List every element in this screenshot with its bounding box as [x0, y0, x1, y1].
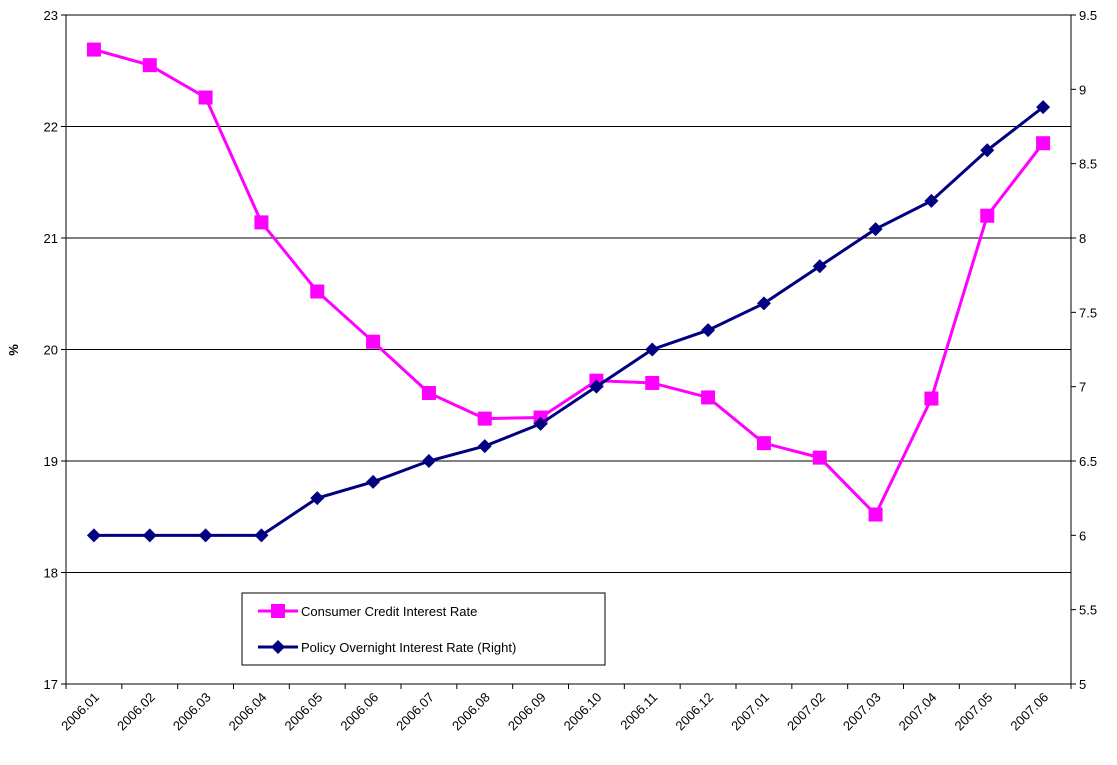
point — [254, 215, 269, 230]
y-tick-label: 19 — [44, 454, 58, 469]
point — [1036, 100, 1051, 115]
y2-tick-label: 7.5 — [1079, 305, 1097, 320]
series-line — [93, 105, 1045, 537]
point — [310, 491, 325, 506]
y-tick-label: 20 — [44, 343, 58, 358]
point — [645, 375, 660, 390]
point — [477, 411, 492, 426]
point — [198, 528, 213, 543]
y2-tick-label: 5 — [1079, 677, 1086, 692]
point — [756, 296, 771, 311]
point — [1036, 136, 1051, 151]
legend-box — [241, 592, 606, 666]
point — [366, 474, 381, 489]
point — [756, 436, 771, 451]
point — [924, 391, 939, 406]
y-tick-label: 18 — [44, 566, 58, 581]
legend-label: Consumer Credit Interest Rate — [301, 604, 477, 619]
y2-tick-label: 7 — [1079, 380, 1086, 395]
point — [86, 42, 101, 57]
point — [310, 284, 325, 299]
point — [254, 528, 269, 543]
point — [701, 323, 716, 338]
y2-tick-label: 9 — [1079, 82, 1086, 97]
point — [533, 416, 548, 431]
y2-tick-label: 9.5 — [1079, 8, 1097, 23]
legend-label: Policy Overnight Interest Rate (Right) — [301, 640, 516, 655]
point — [142, 58, 157, 73]
y-tick-label: 21 — [44, 231, 58, 246]
point — [812, 450, 827, 465]
point — [589, 379, 604, 394]
point — [868, 507, 883, 522]
series-line — [93, 48, 1045, 518]
point — [421, 454, 436, 468]
point — [477, 439, 492, 454]
point — [645, 342, 660, 357]
point — [366, 334, 381, 349]
y2-tick-label: 6 — [1079, 528, 1086, 543]
y-tick-label: 23 — [44, 8, 58, 23]
y2-tick-label: 8 — [1079, 231, 1086, 246]
point — [198, 90, 213, 105]
y2-tick-label: 8.5 — [1079, 157, 1097, 172]
y-tick-label: 17 — [44, 677, 58, 692]
y2-tick-label: 6.5 — [1079, 454, 1097, 469]
point — [980, 143, 995, 158]
point — [812, 259, 827, 274]
y-tick-label: 22 — [44, 120, 58, 135]
y2-tick-label: 5.5 — [1079, 603, 1097, 618]
point — [868, 222, 883, 237]
point — [142, 528, 157, 543]
point — [421, 385, 436, 400]
y-axis-label: % — [6, 344, 21, 356]
point — [980, 208, 995, 223]
point — [271, 640, 285, 654]
point — [271, 604, 285, 618]
point — [924, 193, 939, 208]
point — [86, 528, 101, 543]
point — [701, 390, 716, 405]
